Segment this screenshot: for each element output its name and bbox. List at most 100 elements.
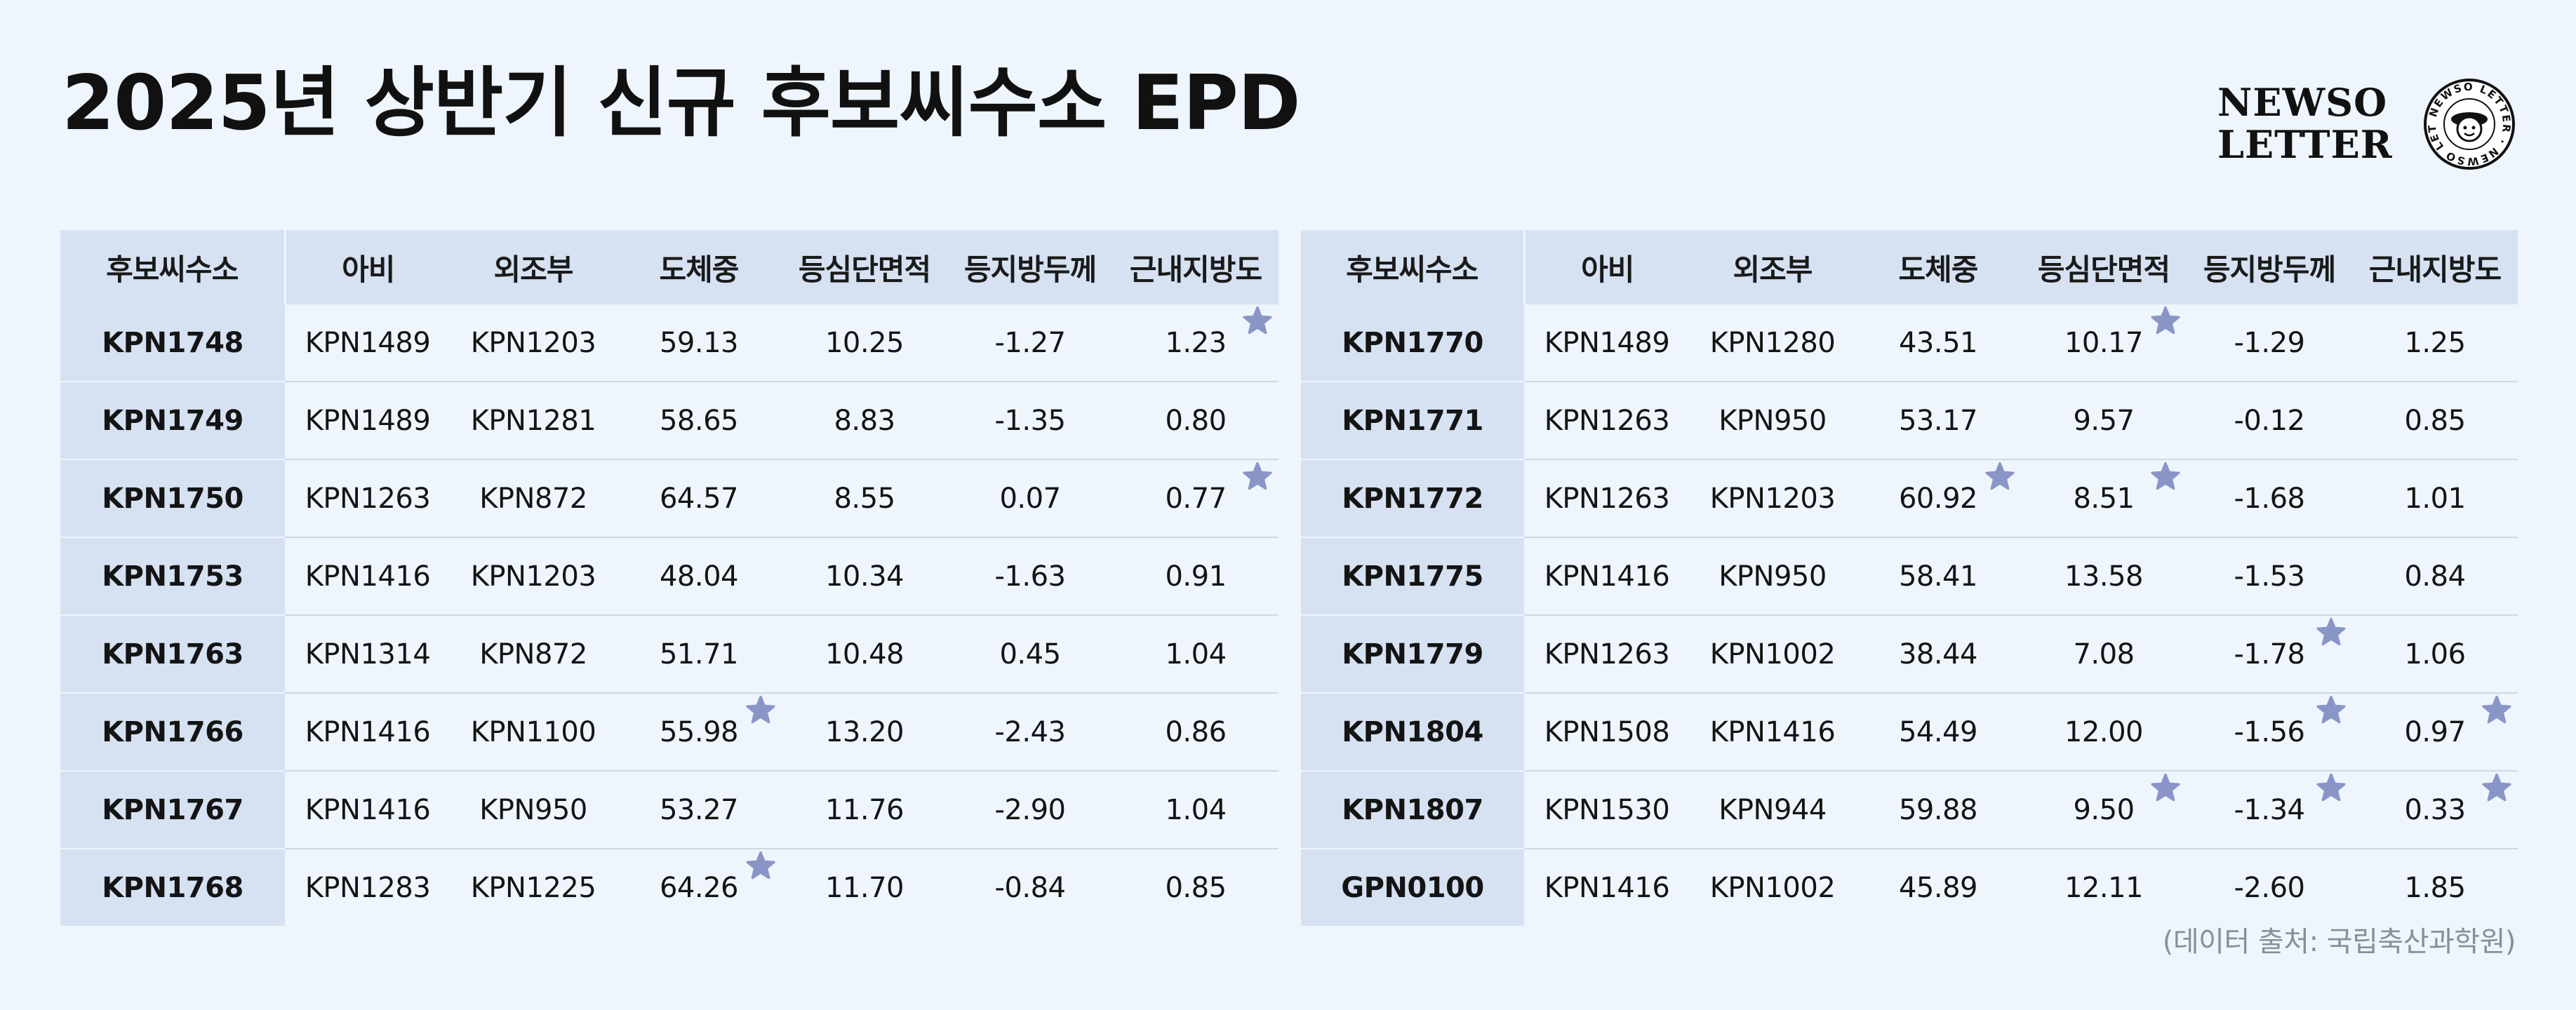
cell-sire: KPN1416 [1524,537,1690,616]
cell-value: 1.04 [1165,638,1227,671]
cell-carcass-weight: 53.17 [1855,382,2021,460]
cell-candidate-bull: KPN1807 [1301,771,1524,849]
cell-value: KPN950 [479,793,587,826]
cell-value: KPN1263 [305,482,431,515]
table-row: KPN1770 KPN1489 KPN1280 43.51 10.17 -1.29 1.25 [1301,304,2518,382]
cell-maternal-grandsire: KPN950 [1690,382,1855,460]
cell-marbling-score: 0.77 [1113,459,1279,538]
table-row: KPN1804 KPN1508 KPN1416 54.49 12.00 -1.56 0.97 [1301,693,2518,772]
cell-backfat-thickness: -1.29 [2187,304,2352,382]
cell-value: 0.07 [999,482,1061,515]
table-row: KPN1750 KPN1263 KPN872 64.57 8.55 0.07 0.77 [60,459,1279,538]
cell-candidate-bull: KPN1763 [60,615,285,694]
cell-marbling-score: 0.91 [1113,537,1279,616]
cell-backfat-thickness: -2.90 [947,771,1113,849]
star-icon [2151,306,2180,335]
cell-carcass-weight: 59.88 [1855,771,2021,849]
cell-sire: KPN1530 [1524,771,1690,849]
cell-value: 8.83 [834,404,895,437]
cell-value: 59.88 [1898,793,1978,826]
cell-value: -1.78 [2234,638,2306,671]
cell-value: 54.49 [1898,715,1978,748]
cell-candidate-bull: GPN0100 [1301,849,1524,926]
newso-letter-logo: NEWSO LETTER NEWSO LETTER · NEWSO LETTER… [2217,77,2526,175]
epd-tables: 후보씨수소 아비 외조부 도체중 등심단면적 등지방두께 근내지방도 KPN1748 KPN1… [0,230,2576,926]
cell-backfat-thickness: 0.45 [947,615,1113,694]
cell-backfat-thickness: -2.60 [2187,849,2352,926]
cell-value: 64.26 [659,871,739,904]
cell-value: KPN1775 [1342,560,1483,593]
cell-value: 1.23 [1165,326,1227,359]
cell-carcass-weight: 43.51 [1855,304,2021,382]
cell-value: KPN1804 [1342,715,1483,748]
table-row: KPN1763 KPN1314 KPN872 51.71 10.48 0.45 1.04 [60,615,1279,694]
cell-value: KPN1763 [102,638,243,671]
cell-backfat-thickness: 0.07 [947,459,1113,538]
cell-marbling-score: 1.04 [1113,771,1279,849]
cell-backfat-thickness: -1.35 [947,382,1113,460]
cell-carcass-weight: 60.92 [1855,459,2021,538]
cell-maternal-grandsire: KPN1280 [1690,304,1855,382]
column-header-eye-muscle-area: 등심단면적 [2021,230,2187,304]
cell-value: 10.34 [825,560,905,593]
star-icon [746,695,775,724]
cell-value: 8.55 [834,482,895,515]
cell-carcass-weight: 58.41 [1855,537,2021,616]
cell-backfat-thickness: -2.43 [947,693,1113,772]
cell-value: -1.56 [2234,715,2306,748]
cell-candidate-bull: KPN1770 [1301,304,1524,382]
cell-value: -2.43 [994,715,1067,748]
cell-sire: KPN1263 [285,459,451,538]
cell-sire: KPN1416 [285,537,451,616]
cell-eye-muscle-area: 10.34 [782,537,947,616]
cell-value: 60.92 [1898,482,1978,515]
cell-marbling-score: 1.25 [2352,304,2518,382]
cell-value: KPN1002 [1709,871,1836,904]
cell-value: -1.35 [994,404,1067,437]
cell-maternal-grandsire: KPN1203 [451,304,616,382]
star-icon [2316,617,2346,646]
cell-eye-muscle-area: 7.08 [2021,615,2187,694]
cell-value: 0.85 [2404,404,2466,437]
cell-candidate-bull: KPN1749 [60,382,285,460]
cell-value: 0.80 [1165,404,1227,437]
cell-value: KPN1807 [1342,793,1483,826]
cell-value: KPN1748 [102,326,243,359]
cell-candidate-bull: KPN1804 [1301,693,1524,772]
cell-candidate-bull: KPN1768 [60,849,285,926]
cell-carcass-weight: 58.65 [616,382,782,460]
cell-maternal-grandsire: KPN1100 [451,693,616,772]
cell-value: 1.04 [1165,793,1227,826]
cell-value: KPN1489 [305,326,431,359]
star-icon [2482,773,2511,802]
cell-sire: KPN1416 [285,693,451,772]
cell-value: KPN1263 [1544,638,1670,671]
cell-eye-muscle-area: 13.58 [2021,537,2187,616]
column-header-candidate-bull: 후보씨수소 [1301,230,1526,304]
cell-value: KPN1280 [1709,326,1836,359]
cell-value: -1.27 [994,326,1067,359]
cell-eye-muscle-area: 10.48 [782,615,947,694]
column-header-candidate-bull: 후보씨수소 [60,230,286,304]
cell-backfat-thickness: -0.12 [2187,382,2352,460]
table-row: KPN1771 KPN1263 KPN950 53.17 9.57 -0.12 0.85 [1301,382,2518,460]
cell-marbling-score: 1.04 [1113,615,1279,694]
star-icon [2151,773,2180,802]
cell-maternal-grandsire: KPN1225 [451,849,616,926]
cell-value: 9.57 [2073,404,2135,437]
cell-maternal-grandsire: KPN1002 [1690,849,1855,926]
epd-table-right: 후보씨수소 아비 외조부 도체중 등심단면적 등지방두께 근내지방도 KPN1770 KPN1… [1301,230,2518,926]
cell-maternal-grandsire: KPN1002 [1690,615,1855,694]
cell-carcass-weight: 38.44 [1855,615,2021,694]
cell-value: 1.01 [2404,482,2466,515]
table-row: KPN1749 KPN1489 KPN1281 58.65 8.83 -1.35 0.80 [60,382,1279,460]
cell-candidate-bull: KPN1775 [1301,537,1524,616]
cell-value: 59.13 [659,326,739,359]
column-header-maternal-grandsire: 외조부 [1690,230,1855,304]
cell-backfat-thickness: -1.34 [2187,771,2352,849]
cell-value: 12.00 [2064,715,2144,748]
table-row: KPN1767 KPN1416 KPN950 53.27 11.76 -2.90 1.04 [60,771,1279,849]
table-header-row: 후보씨수소 아비 외조부 도체중 등심단면적 등지방두께 근내지방도 [60,230,1279,304]
cell-value: 48.04 [659,560,739,593]
cell-value: 38.44 [1898,638,1978,671]
